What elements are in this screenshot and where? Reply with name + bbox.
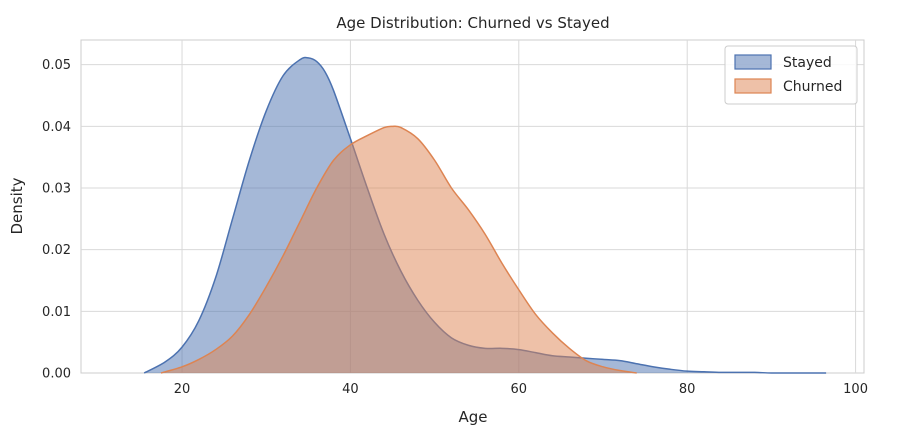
chart-title: Age Distribution: Churned vs Stayed xyxy=(336,14,609,32)
y-tick-label: 0.05 xyxy=(42,58,71,73)
x-tick-label: 60 xyxy=(511,382,528,397)
y-tick-label: 0.04 xyxy=(42,120,71,135)
y-tick-label: 0.00 xyxy=(42,367,71,382)
y-axis-label: Density xyxy=(8,177,26,234)
legend-swatch-churned xyxy=(734,78,772,94)
legend-label-stayed: Stayed xyxy=(783,55,832,71)
line-churned xyxy=(160,125,637,374)
y-tick-label: 0.02 xyxy=(42,243,71,258)
y-tick-label: 0.01 xyxy=(42,305,71,320)
legend-swatch-stayed xyxy=(734,54,772,70)
y-axis-ticks: 0.00 0.01 0.02 0.03 0.04 0.05 xyxy=(42,58,71,381)
x-axis-label: Age xyxy=(458,408,487,426)
density-areas xyxy=(143,56,827,374)
x-tick-label: 20 xyxy=(174,382,191,397)
legend: Stayed Churned xyxy=(724,45,858,105)
x-axis-ticks: 20 40 60 80 100 xyxy=(174,382,868,397)
x-tick-label: 80 xyxy=(679,382,696,397)
legend-label-churned: Churned xyxy=(783,79,842,95)
x-tick-label: 100 xyxy=(843,382,868,397)
area-churned xyxy=(160,126,637,373)
x-tick-label: 40 xyxy=(342,382,359,397)
y-tick-label: 0.03 xyxy=(42,182,71,197)
